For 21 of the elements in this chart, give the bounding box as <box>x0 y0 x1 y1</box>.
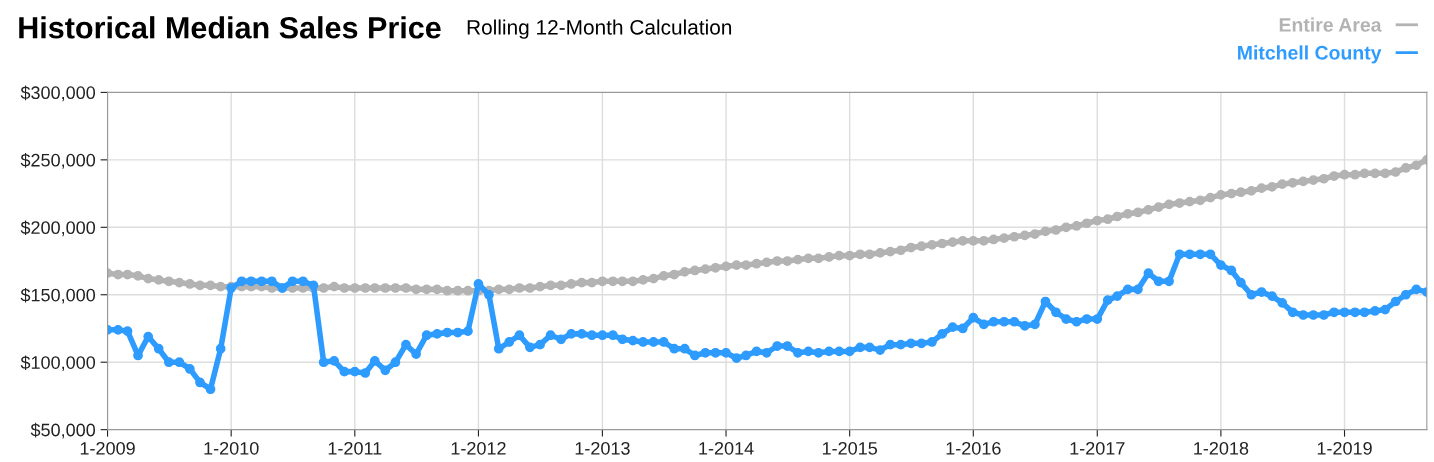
x-tick-label: 1-2010 <box>204 441 259 455</box>
x-tick-label: 1-2017 <box>1070 441 1125 455</box>
y-tick-label: $100,000 <box>20 355 96 372</box>
x-tick-label: 1-2013 <box>575 441 630 455</box>
chart-subtitle: Rolling 12-Month Calculation <box>467 19 732 39</box>
x-tick-label: 1-2011 <box>328 441 382 455</box>
x-tick-label: 1-2019 <box>1317 441 1372 455</box>
y-tick-label: $150,000 <box>20 287 96 304</box>
chart-title: Historical Median Sales Price <box>19 16 441 39</box>
y-tick-label: $250,000 <box>20 153 96 169</box>
x-tick-label: 1-2014 <box>699 441 754 455</box>
y-tick-label: $300,000 <box>20 85 96 102</box>
x-tick-label: 1-2016 <box>946 441 1001 455</box>
x-tick-label: 1-2015 <box>822 441 878 455</box>
x-tick-label: 1-2012 <box>451 441 506 455</box>
x-tick-label: 1-2009 <box>80 441 135 455</box>
legend-label: Mitchell County <box>1238 45 1382 64</box>
y-tick-label: $50,000 <box>30 422 96 439</box>
y-tick-label: $200,000 <box>20 220 96 237</box>
x-tick-label: 1-2018 <box>1194 441 1249 455</box>
legend-label: Entire Area <box>1279 17 1382 32</box>
